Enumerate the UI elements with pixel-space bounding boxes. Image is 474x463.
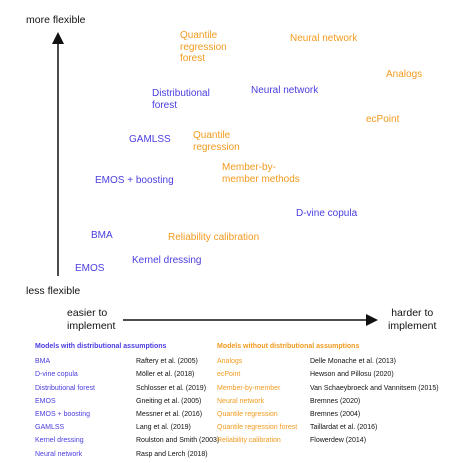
point-neural-network-blue: Neural network	[251, 85, 319, 96]
point-mbm-line1: Member-by-	[222, 162, 276, 173]
legend-reference: Messner et al. (2016)	[136, 411, 203, 419]
point-emos-boosting: EMOS + boosting	[95, 175, 174, 186]
point-qrf-line3: forest	[180, 53, 206, 64]
y-axis-top-label: more flexible	[26, 14, 86, 26]
x-axis-left-label-line1: easier to	[67, 307, 108, 319]
point-bma: BMA	[91, 230, 113, 241]
legend-row: EMOS Gneiting et al. (2005)	[35, 395, 219, 408]
point-kernel-dressing: Kernel dressing	[132, 255, 202, 266]
point-gamlss: GAMLSS	[129, 134, 171, 145]
legend-method-name: Kernel dressing	[35, 437, 84, 445]
point-distributional-forest: Distributional forest	[152, 88, 210, 111]
legend-method-name: GAMLSS	[35, 424, 65, 432]
x-axis-right-label-line1: harder to	[391, 307, 434, 319]
legend-non-distributional: Models without distributional assumption…	[217, 340, 439, 448]
legend-reference: Lang et al. (2019)	[136, 424, 191, 432]
legend-method-name: EMOS + boosting	[35, 411, 91, 419]
point-dist-forest-line2: forest	[152, 99, 178, 111]
legend-reference: Rasp and Lerch (2018)	[136, 450, 208, 458]
legend-non-distributional-title: Models without distributional assumption…	[217, 343, 360, 350]
legend-row: BMA Raftery et al. (2005)	[35, 355, 219, 368]
legend-row: Kernel dressing Roulston and Smith (2003)	[35, 434, 219, 447]
point-qrf-line2: regression	[180, 41, 227, 53]
point-emos: EMOS	[75, 263, 105, 274]
legend-row: Distributional forest Schlosser et al. (2…	[35, 382, 219, 395]
point-qrf-line1: Quantile	[180, 30, 218, 41]
legend-reference: Bremnes (2020)	[310, 397, 361, 405]
legend-reference: Bremnes (2004)	[310, 411, 361, 419]
legend-method-name: D-vine copula	[35, 371, 78, 379]
y-axis-bottom-label: less flexible	[26, 285, 81, 297]
legend-reference: Möller et al. (2018)	[136, 371, 195, 379]
x-axis-left-label-line2: implement	[67, 319, 116, 332]
legend-distributional: Models with distributional assumptions B…	[35, 340, 219, 461]
legend-method-name: BMA	[35, 358, 51, 366]
point-dist-forest-line1: Distributional	[152, 88, 210, 99]
point-qr-line2: regression	[193, 141, 240, 153]
legend-distributional-title: Models with distributional assumptions	[35, 343, 167, 350]
legend-row: Reliability calibration Flowerdew (2014)	[217, 434, 439, 447]
point-analogs: Analogs	[386, 69, 423, 80]
legend-row: EMOS + boosting Messner et al. (2016)	[35, 408, 219, 421]
legend-method-name: Member-by-member	[217, 384, 281, 392]
legend-reference: Roulston and Smith (2003)	[136, 437, 220, 445]
legend-method-name: Neural network	[35, 450, 83, 458]
legend-row: Analogs Delle Monache et al. (2013)	[217, 355, 439, 368]
legend-method-name: Neural network	[217, 397, 265, 405]
legend-method-name: Reliability calibration	[217, 437, 281, 445]
legend-reference: Delle Monache et al. (2013)	[310, 358, 396, 366]
point-member-by-member: Member-by- member methods	[222, 162, 300, 185]
legend-row: Neural network Bremnes (2020)	[217, 395, 439, 408]
x-axis-right-label: harder to implement	[388, 307, 436, 332]
point-reliability-calibration: Reliability calibration	[168, 232, 260, 243]
point-quantile-regression-forest: Quantile regression forest	[180, 30, 227, 65]
x-axis-right-label-line2: implement	[388, 319, 437, 332]
legend-method-name: EMOS	[35, 397, 56, 405]
point-ecpoint: ecPoint	[366, 114, 400, 125]
legend-method-name: Distributional forest	[35, 384, 95, 392]
point-mbm-line2: member methods	[222, 173, 300, 185]
legend-reference: Van Schaeybroeck and Vannitsem (2015)	[310, 384, 439, 392]
legend-method-name: Quantile regression forest	[217, 424, 298, 432]
legend-method-name: Analogs	[217, 358, 243, 366]
legend-row: GAMLSS Lang et al. (2019)	[35, 421, 219, 434]
legend-row: Quantile regression forest Taillardat et …	[217, 421, 439, 434]
legend-reference: Raftery et al. (2005)	[136, 358, 198, 366]
legend-reference: Schlosser et al. (2019)	[136, 384, 207, 392]
legend-row: Quantile regression Bremnes (2004)	[217, 408, 439, 421]
legend-row: D-vine copula Möller et al. (2018)	[35, 368, 219, 381]
legend-method-name: ecPoint	[217, 371, 241, 379]
point-d-vine-copula: D-vine copula	[296, 208, 358, 219]
point-neural-network-orange: Neural network	[290, 33, 358, 44]
legend-method-name: Quantile regression	[217, 411, 278, 419]
legend-row: ecPoint Hewson and Pillosu (2020)	[217, 368, 439, 381]
x-axis-left-label: easier to implement	[67, 307, 115, 332]
point-quantile-regression: Quantile regression	[193, 130, 240, 153]
legend-reference: Flowerdew (2014)	[310, 437, 367, 445]
legend-row: Member-by-member Van Schaeybroeck and Van…	[217, 382, 439, 395]
legend-reference: Gneiting et al. (2005)	[136, 397, 202, 405]
point-qr-line1: Quantile	[193, 130, 231, 141]
legend-reference: Hewson and Pillosu (2020)	[310, 371, 394, 379]
legend-row: Neural network Rasp and Lerch (2018)	[35, 448, 219, 461]
legend-reference: Taillardat et al. (2016)	[310, 424, 378, 432]
